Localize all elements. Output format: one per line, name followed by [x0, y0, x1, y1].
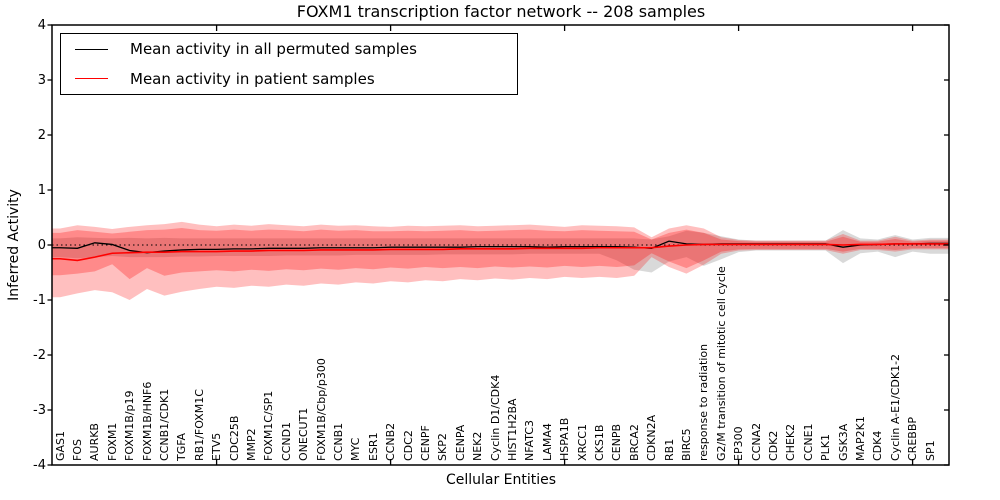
x-tick-label: CDK2	[766, 430, 780, 461]
legend-entry-patient: Mean activity in patient samples	[61, 65, 517, 93]
x-tick-label: GAS1	[53, 430, 67, 461]
x-tick-label: PLK1	[819, 434, 833, 461]
x-tick-label: CENPA	[453, 424, 467, 461]
x-tick-label: BRCA2	[627, 424, 641, 461]
y-tick-label: -3	[33, 402, 46, 418]
x-tick-label: CHEK2	[784, 423, 798, 461]
x-tick-label: CCND1	[279, 421, 293, 461]
x-tick-label: NFATC3	[523, 420, 537, 461]
x-tick-label: GSK3A	[836, 423, 850, 461]
band-patient-samples-range-inner	[52, 227, 949, 280]
band-patient-samples-range-outer	[52, 221, 949, 300]
y-tick-label: -1	[33, 292, 46, 308]
patient-mean-line	[52, 243, 949, 262]
x-tick-label: CDC25B	[227, 415, 241, 461]
x-tick-label: SP1	[923, 440, 937, 461]
x-tick-label: HSPA1B	[558, 417, 572, 461]
y-tick-label: 4	[37, 17, 46, 33]
x-tick-label: MMP2	[244, 428, 258, 461]
band-permuted-samples-range	[52, 230, 949, 273]
y-tick-label: -2	[33, 347, 46, 363]
x-tick-label: ONECUT1	[297, 407, 311, 461]
x-tick-label: CKS1B	[592, 424, 606, 461]
legend-label: Mean activity in patient samples	[130, 69, 375, 88]
x-tick-label: CCNA2	[749, 422, 763, 461]
x-tick-label: CDKN2A	[645, 414, 659, 461]
x-tick-label: MAP2K1	[853, 416, 867, 461]
y-tick-label: 0	[37, 237, 46, 253]
y-tick-label: 2	[37, 127, 46, 143]
chart-title: FOXM1 transcription factor network -- 20…	[296, 2, 706, 21]
x-tick-label: G2/M transition of mitotic cell cycle	[714, 266, 728, 461]
x-tick-label: Cyclin D1/CDK4	[488, 374, 502, 461]
y-tick-label: -4	[33, 457, 46, 473]
x-tick-label: response to radiation	[697, 343, 711, 461]
legend: Mean activity in all permuted samples Me…	[60, 33, 518, 95]
x-tick-label: CCNE1	[801, 423, 815, 461]
x-tick-label: CDC2	[401, 430, 415, 461]
x-tick-label: Cyclin A-E1/CDK1-2	[888, 353, 902, 461]
x-tick-label: LAMA4	[540, 423, 554, 461]
x-tick-label: SKP2	[436, 433, 450, 461]
x-tick-label: FOXM1B/HNF6	[140, 381, 154, 461]
x-tick-label: RB1/FOXM1C	[192, 389, 206, 461]
x-tick-label: FOXM1B/p19	[123, 390, 137, 461]
x-tick-label: CREBBP	[906, 417, 920, 461]
x-tick-label: CCNB1/CDK1	[157, 388, 171, 461]
x-tick-label: AURKB	[88, 423, 102, 461]
y-axis-label: Inferred Activity	[6, 189, 22, 301]
x-tick-label: FOS	[70, 439, 84, 461]
x-tick-label: CDK4	[871, 430, 885, 461]
x-tick-label: FOXM1B/Cbp/p300	[314, 358, 328, 461]
x-tick-label: NEK2	[471, 431, 485, 461]
x-tick-label: FOXM1	[105, 422, 119, 461]
y-tick-label: 3	[37, 72, 46, 88]
x-tick-label: TGFA	[175, 432, 189, 461]
y-tick-label: 1	[37, 182, 46, 198]
x-tick-label: CENPB	[610, 423, 624, 461]
black-line-swatch-icon	[75, 48, 108, 50]
x-tick-label: BIRC5	[679, 428, 693, 461]
x-tick-label: CENPF	[418, 425, 432, 461]
legend-label: Mean activity in all permuted samples	[130, 40, 417, 59]
x-axis-label: Cellular Entities	[445, 472, 557, 488]
x-tick-label: CCNB1	[331, 422, 345, 461]
x-tick-label: EP300	[732, 426, 746, 461]
x-tick-label: ETV5	[210, 432, 224, 461]
red-line-swatch-icon	[75, 78, 108, 80]
x-tick-label: CCNB2	[384, 422, 398, 461]
legend-entry-permuted: Mean activity in all permuted samples	[61, 35, 517, 63]
x-tick-label: MYC	[349, 437, 363, 461]
x-tick-label: FOXM1C/SP1	[262, 390, 276, 461]
x-tick-label: HIST1H2BA	[505, 398, 519, 461]
x-tick-label: RB1	[662, 438, 676, 461]
x-tick-label: ESR1	[366, 432, 380, 461]
x-tick-label: XRCC1	[575, 424, 589, 461]
